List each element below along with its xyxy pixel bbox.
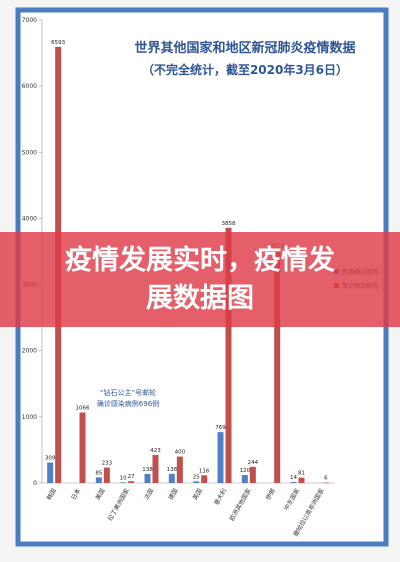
value-label: 769 xyxy=(215,425,226,431)
value-label: 3858 xyxy=(222,221,236,227)
bar xyxy=(201,475,208,483)
bar xyxy=(225,227,232,483)
y-tick-label: 1000 xyxy=(22,414,37,421)
y-tick-label: 4000 xyxy=(22,215,37,222)
bar xyxy=(274,250,281,483)
value-label: 1066 xyxy=(76,405,90,411)
value-label: 120 xyxy=(240,468,251,474)
bar xyxy=(322,482,329,484)
value-label: 233 xyxy=(102,461,113,467)
value-label: 85 xyxy=(95,470,102,476)
bar xyxy=(176,456,183,483)
bar xyxy=(47,462,54,483)
value-label: 138 xyxy=(167,467,178,473)
value-label: 27 xyxy=(128,474,135,480)
y-tick-label: 7000 xyxy=(22,17,37,24)
value-label: 81 xyxy=(298,471,305,477)
value-label: 6593 xyxy=(51,40,65,46)
value-label: 116 xyxy=(199,468,210,474)
bar xyxy=(79,412,86,483)
value-label: 309 xyxy=(45,456,56,462)
bar xyxy=(103,467,110,483)
bar xyxy=(193,481,200,483)
chart-title: 世界其他国家和地区新冠肺炎疫情数据 xyxy=(134,40,355,56)
bar xyxy=(249,466,256,483)
y-tick-label: 5000 xyxy=(22,149,37,156)
value-label: 138 xyxy=(142,467,153,473)
value-label: 25 xyxy=(193,474,200,480)
bar xyxy=(144,473,151,483)
value-label: 400 xyxy=(175,450,186,456)
y-tick-label: 2000 xyxy=(22,348,37,355)
banner-text: 疫情发展实时，疫情发展数据图 xyxy=(65,244,335,314)
value-label: 10 xyxy=(120,475,127,481)
bar xyxy=(120,482,127,483)
value-label: 423 xyxy=(150,448,161,454)
annotation: “钻石公主”号邮轮确诊感染病例696例 xyxy=(97,388,159,408)
bar xyxy=(298,477,305,483)
banner: 疫情发展实时，疫情发展数据图 xyxy=(0,232,400,327)
bar xyxy=(168,473,175,483)
bar xyxy=(95,477,102,483)
chart-subtitle: （不完全统计，截至2020年3月6日） xyxy=(142,62,348,77)
y-tick-label: 6000 xyxy=(22,83,37,90)
bar xyxy=(128,481,135,483)
value-label: 6 xyxy=(324,476,328,482)
y-tick-label: 0 xyxy=(33,480,37,487)
bar xyxy=(290,482,297,483)
bar xyxy=(152,455,159,483)
bar xyxy=(241,475,248,483)
value-label: 14 xyxy=(290,475,297,481)
value-label: 244 xyxy=(248,460,259,466)
bar xyxy=(217,432,224,483)
